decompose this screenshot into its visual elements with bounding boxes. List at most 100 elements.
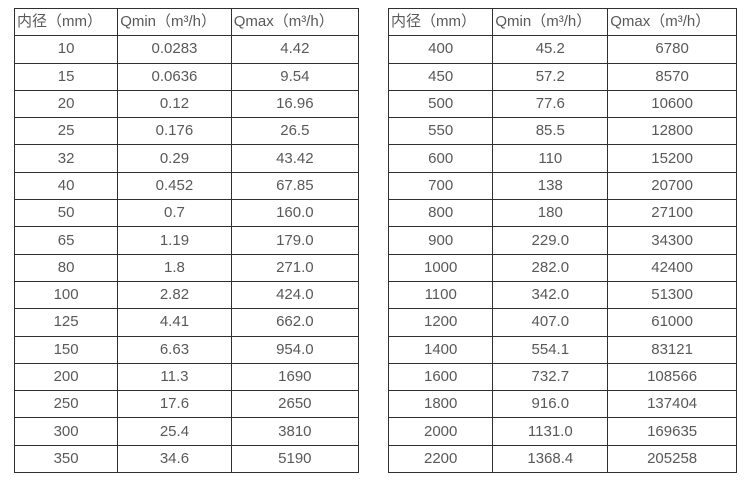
qmax-cell: 662.0 xyxy=(230,308,360,337)
qmin-cell: 17.6 xyxy=(117,390,232,419)
qmax-cell: 3810 xyxy=(230,417,360,446)
table-row: 20 0.12 16.96 xyxy=(13,89,360,119)
qmax-cell: 20700 xyxy=(607,171,737,201)
inner-diameter-cell: 450 xyxy=(387,62,494,91)
qmax-cell: 179.0 xyxy=(230,226,360,255)
qmin-cell: 282.0 xyxy=(492,253,609,282)
inner-diameter-cell: 40 xyxy=(13,171,119,201)
qmax-cell: 271.0 xyxy=(230,253,360,282)
col-header-inner-diameter: 内径（mm） xyxy=(13,7,119,37)
qmin-cell: 1.19 xyxy=(117,226,232,255)
qmax-cell: 27100 xyxy=(607,199,737,228)
qmax-cell: 10600 xyxy=(607,89,737,119)
inner-diameter-cell: 20 xyxy=(13,89,119,119)
qmin-cell: 0.176 xyxy=(117,117,232,146)
inner-diameter-cell: 400 xyxy=(387,35,494,64)
qmax-cell: 2650 xyxy=(230,390,360,419)
qmin-cell: 11.3 xyxy=(117,362,232,392)
flow-spec-table-large-diameters: 内径（mm） Qmin（m³/h） Qmax（m³/h） 400 45.2 6780… xyxy=(387,7,737,474)
qmax-cell: 83121 xyxy=(607,335,737,364)
table-row: 250 17.6 2650 xyxy=(13,390,360,419)
table-row: 80 1.8 271.0 xyxy=(13,253,360,282)
col-header-qmin: Qmin（m³/h） xyxy=(492,7,609,37)
qmin-cell: 407.0 xyxy=(492,308,609,337)
inner-diameter-cell: 100 xyxy=(13,280,119,310)
inner-diameter-cell: 2200 xyxy=(387,444,494,474)
qmax-cell: 26.5 xyxy=(230,117,360,146)
header-row: 内径（mm） Qmin（m³/h） Qmax（m³/h） xyxy=(13,7,360,37)
table-row: 800 180 27100 xyxy=(387,199,737,228)
inner-diameter-cell: 300 xyxy=(13,417,119,446)
inner-diameter-cell: 500 xyxy=(387,89,494,119)
table-row: 65 1.19 179.0 xyxy=(13,226,360,255)
qmin-cell: 45.2 xyxy=(492,35,609,64)
qmin-cell: 77.6 xyxy=(492,89,609,119)
qmin-cell: 1131.0 xyxy=(492,417,609,446)
qmin-cell: 554.1 xyxy=(492,335,609,364)
qmin-cell: 25.4 xyxy=(117,417,232,446)
qmax-cell: 5190 xyxy=(230,444,360,474)
inner-diameter-cell: 65 xyxy=(13,226,119,255)
table-row: 125 4.41 662.0 xyxy=(13,308,360,337)
table-row: 900 229.0 34300 xyxy=(387,226,737,255)
table-row: 1800 916.0 137404 xyxy=(387,390,737,419)
inner-diameter-cell: 80 xyxy=(13,253,119,282)
qmin-cell: 916.0 xyxy=(492,390,609,419)
qmax-cell: 12800 xyxy=(607,117,737,146)
table-row: 450 57.2 8570 xyxy=(387,62,737,91)
inner-diameter-cell: 1000 xyxy=(387,253,494,282)
qmax-cell: 205258 xyxy=(607,444,737,474)
table-row: 150 6.63 954.0 xyxy=(13,335,360,364)
qmin-cell: 1.8 xyxy=(117,253,232,282)
qmax-cell: 1690 xyxy=(230,362,360,392)
qmin-cell: 0.7 xyxy=(117,199,232,228)
qmin-cell: 57.2 xyxy=(492,62,609,91)
qmax-cell: 137404 xyxy=(607,390,737,419)
table-row: 500 77.6 10600 xyxy=(387,89,737,119)
qmax-cell: 8570 xyxy=(607,62,737,91)
qmax-cell: 954.0 xyxy=(230,335,360,364)
table-row: 550 85.5 12800 xyxy=(387,117,737,146)
qmin-cell: 1368.4 xyxy=(492,444,609,474)
table-row: 1100 342.0 51300 xyxy=(387,280,737,310)
qmax-cell: 43.42 xyxy=(230,144,360,173)
inner-diameter-cell: 32 xyxy=(13,144,119,173)
qmin-cell: 0.0636 xyxy=(117,62,232,91)
flow-spec-table-small-diameters: 内径（mm） Qmin（m³/h） Qmax（m³/h） 10 0.0283 4.4… xyxy=(13,7,360,474)
inner-diameter-cell: 600 xyxy=(387,144,494,173)
table-row: 10 0.0283 4.42 xyxy=(13,35,360,64)
qmax-cell: 61000 xyxy=(607,308,737,337)
inner-diameter-cell: 350 xyxy=(13,444,119,474)
header-row: 内径（mm） Qmin（m³/h） Qmax（m³/h） xyxy=(387,7,737,37)
table-row: 32 0.29 43.42 xyxy=(13,144,360,173)
inner-diameter-cell: 1600 xyxy=(387,362,494,392)
qmin-cell: 2.82 xyxy=(117,280,232,310)
qmin-cell: 85.5 xyxy=(492,117,609,146)
table-row: 350 34.6 5190 xyxy=(13,444,360,474)
qmin-cell: 229.0 xyxy=(492,226,609,255)
table-row: 1600 732.7 108566 xyxy=(387,362,737,392)
qmax-cell: 42400 xyxy=(607,253,737,282)
qmax-cell: 16.96 xyxy=(230,89,360,119)
col-header-inner-diameter: 内径（mm） xyxy=(387,7,494,37)
table-row: 100 2.82 424.0 xyxy=(13,280,360,310)
qmax-cell: 51300 xyxy=(607,280,737,310)
qmax-cell: 108566 xyxy=(607,362,737,392)
inner-diameter-cell: 15 xyxy=(13,62,119,91)
table-row: 40 0.452 67.85 xyxy=(13,171,360,201)
table-row: 2000 1131.0 169635 xyxy=(387,417,737,446)
qmin-cell: 180 xyxy=(492,199,609,228)
inner-diameter-cell: 1200 xyxy=(387,308,494,337)
qmin-cell: 0.12 xyxy=(117,89,232,119)
table-row: 700 138 20700 xyxy=(387,171,737,201)
qmax-cell: 9.54 xyxy=(230,62,360,91)
table-row: 50 0.7 160.0 xyxy=(13,199,360,228)
qmin-cell: 4.41 xyxy=(117,308,232,337)
inner-diameter-cell: 900 xyxy=(387,226,494,255)
qmax-cell: 15200 xyxy=(607,144,737,173)
table-row: 200 11.3 1690 xyxy=(13,362,360,392)
col-header-qmax: Qmax（m³/h） xyxy=(607,7,737,37)
col-header-qmax: Qmax（m³/h） xyxy=(230,7,360,37)
table-row: 15 0.0636 9.54 xyxy=(13,62,360,91)
